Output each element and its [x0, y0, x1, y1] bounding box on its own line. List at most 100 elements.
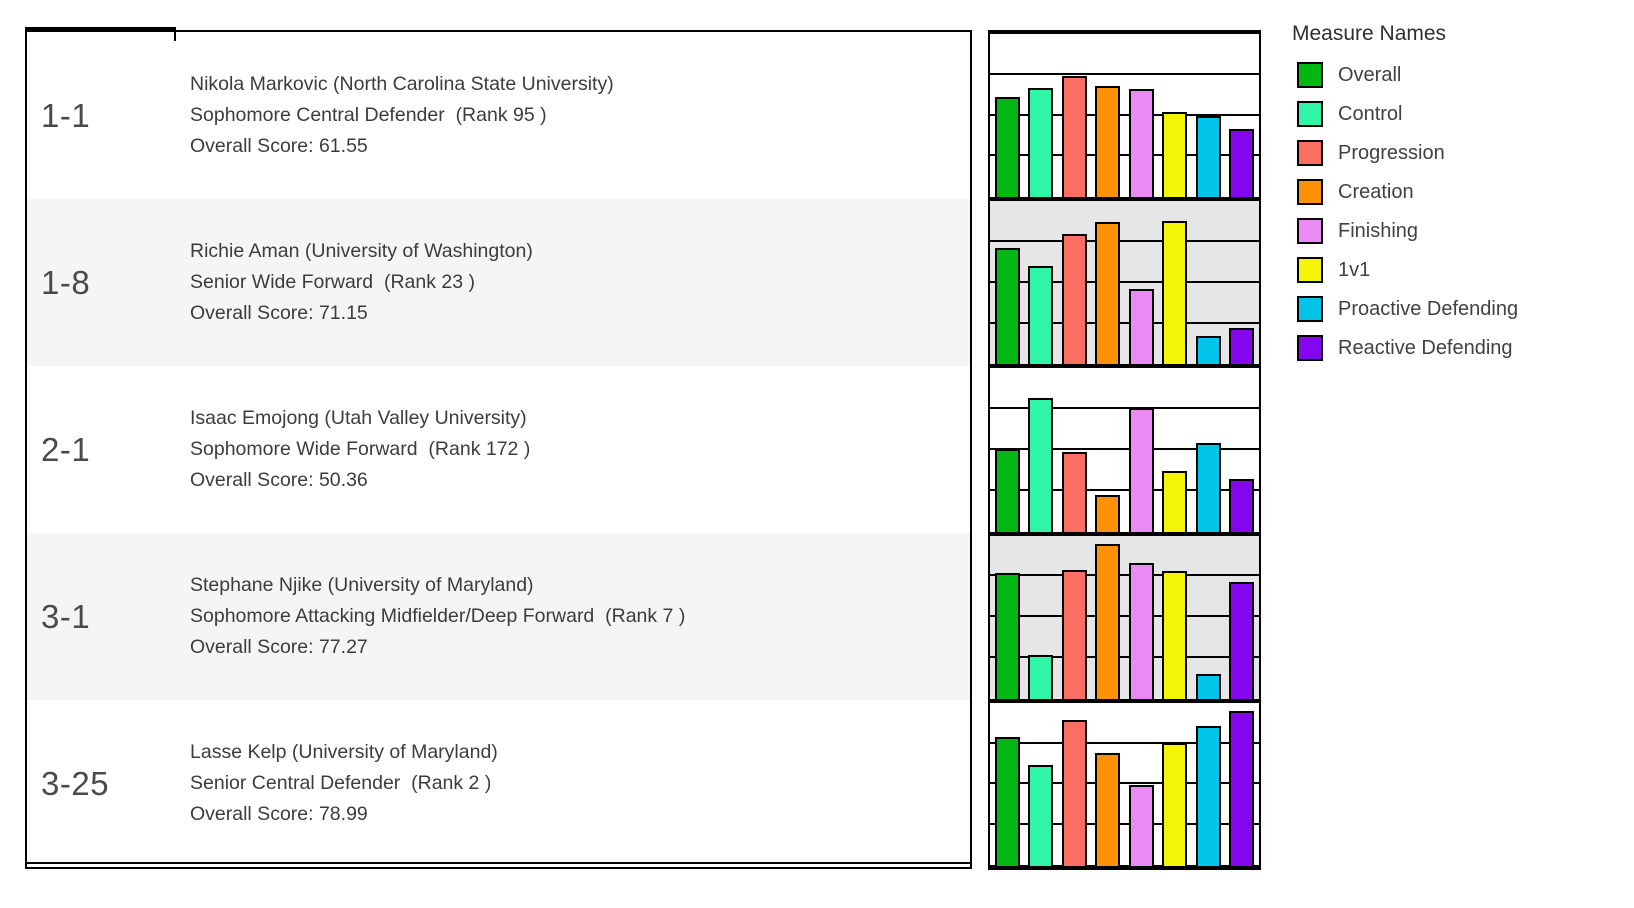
player-details: Isaac Emojong (Utah Valley University) S…: [190, 366, 970, 533]
bar-progression[interactable]: [1061, 719, 1087, 866]
bars-group: [990, 536, 1259, 699]
measure-names-legend: Measure Names Overall Control Progressio…: [1292, 22, 1518, 374]
player-name: Nikola Markovic (North Carolina State Un…: [190, 73, 614, 95]
bar-1v1[interactable]: [1162, 111, 1188, 198]
bar-control[interactable]: [1028, 87, 1054, 198]
bar-progression[interactable]: [1061, 75, 1087, 198]
player-overall-score: Overall Score: 61.55: [190, 135, 368, 157]
bar-finishing[interactable]: [1128, 408, 1154, 532]
legend-swatch: [1297, 257, 1323, 283]
measure-bar-charts: [988, 30, 1261, 870]
bar-control[interactable]: [1028, 764, 1054, 866]
legend-item[interactable]: 1v1: [1297, 257, 1518, 283]
legend-item[interactable]: Finishing: [1297, 218, 1518, 244]
gridline: [990, 574, 1259, 577]
player-position: Sophomore Wide Forward (Rank 172 ): [190, 438, 531, 460]
bars-group: [990, 201, 1259, 365]
bar-overall[interactable]: [995, 248, 1020, 365]
bar-reactive-defending[interactable]: [1228, 328, 1254, 365]
bar-finishing[interactable]: [1128, 785, 1154, 866]
player-row[interactable]: 1-8 Richie Aman (University of Washingto…: [27, 199, 970, 366]
bar-finishing[interactable]: [1128, 289, 1154, 365]
player-details: Nikola Markovic (North Carolina State Un…: [190, 32, 970, 199]
player-overall-score: Overall Score: 50.36: [190, 469, 368, 491]
player-position: Senior Wide Forward (Rank 23 ): [190, 271, 476, 293]
bar-control[interactable]: [1028, 265, 1054, 365]
legend-label: Finishing: [1338, 219, 1419, 242]
bar-finishing[interactable]: [1128, 562, 1154, 699]
player-rank-code: 3-25: [41, 764, 110, 802]
player-details: Richie Aman (University of Washington) S…: [190, 199, 970, 366]
gridline: [990, 72, 1259, 75]
player-details: Stephane Njike (University of Maryland) …: [190, 533, 970, 700]
gridline: [990, 655, 1259, 658]
bar-overall[interactable]: [995, 572, 1020, 699]
bars-group: [990, 368, 1259, 532]
player-row[interactable]: 2-1 Isaac Emojong (Utah Valley Universit…: [27, 366, 970, 533]
gridline: [990, 407, 1259, 410]
bar-progression[interactable]: [1061, 233, 1087, 365]
bar-creation[interactable]: [1095, 222, 1121, 365]
bar-control[interactable]: [1028, 397, 1054, 532]
legend-swatch: [1297, 179, 1323, 205]
legend-label: Proactive Defending: [1338, 297, 1519, 320]
bar-1v1[interactable]: [1162, 220, 1188, 365]
bar-proactive-defending[interactable]: [1195, 726, 1221, 866]
gridline: [990, 741, 1259, 744]
bar-reactive-defending[interactable]: [1228, 582, 1254, 699]
gridline: [990, 239, 1259, 242]
bar-progression[interactable]: [1061, 452, 1087, 532]
bar-overall[interactable]: [995, 96, 1020, 198]
bar-creation[interactable]: [1095, 86, 1121, 198]
player-position: Senior Central Defender (Rank 2 ): [190, 772, 492, 794]
legend-item[interactable]: Creation: [1297, 179, 1518, 205]
legend-item[interactable]: Control: [1297, 101, 1518, 127]
bar-progression[interactable]: [1061, 569, 1087, 699]
bar-reactive-defending[interactable]: [1228, 710, 1254, 866]
player-overall-score: Overall Score: 71.15: [190, 302, 368, 324]
bar-creation[interactable]: [1095, 543, 1121, 699]
player-name: Richie Aman (University of Washington): [190, 240, 533, 262]
legend-swatch: [1297, 296, 1323, 322]
bar-1v1[interactable]: [1162, 742, 1188, 866]
bar-1v1[interactable]: [1162, 471, 1188, 532]
bar-overall[interactable]: [995, 449, 1020, 532]
player-name: Isaac Emojong (Utah Valley University): [190, 407, 527, 429]
bar-control[interactable]: [1028, 654, 1054, 699]
player-rank-code: 2-1: [41, 430, 91, 468]
player-position: Sophomore Central Defender (Rank 95 ): [190, 104, 547, 126]
player-row[interactable]: 3-1 Stephane Njike (University of Maryla…: [27, 533, 970, 700]
player-name: Stephane Njike (University of Maryland): [190, 574, 534, 596]
player-position: Sophomore Attacking Midfielder/Deep Forw…: [190, 605, 686, 627]
legend-item[interactable]: Proactive Defending: [1297, 296, 1518, 322]
legend-title: Measure Names: [1292, 22, 1447, 45]
bar-proactive-defending[interactable]: [1195, 115, 1221, 198]
gridline: [990, 447, 1259, 450]
bar-1v1[interactable]: [1162, 570, 1188, 699]
bar-creation[interactable]: [1095, 753, 1121, 866]
bar-proactive-defending[interactable]: [1195, 443, 1221, 532]
legend-swatch: [1297, 140, 1323, 166]
chart-panel: [990, 199, 1259, 367]
bar-creation[interactable]: [1095, 494, 1121, 532]
gridline: [990, 488, 1259, 491]
player-row[interactable]: 3-25 Lasse Kelp (University of Maryland)…: [27, 700, 970, 867]
legend-item[interactable]: Reactive Defending: [1297, 335, 1518, 361]
legend-label: Progression: [1338, 141, 1445, 164]
legend-label: Overall: [1338, 63, 1402, 86]
player-row[interactable]: 1-1 Nikola Markovic (North Carolina Stat…: [27, 32, 970, 199]
bar-finishing[interactable]: [1128, 88, 1154, 198]
player-table: 1-1 Nikola Markovic (North Carolina Stat…: [25, 27, 972, 869]
bar-overall[interactable]: [995, 737, 1020, 866]
bars-group: [990, 34, 1259, 198]
gridline: [990, 113, 1259, 116]
legend-item[interactable]: Progression: [1297, 140, 1518, 166]
gridline: [990, 321, 1259, 324]
legend-label: Control: [1338, 102, 1403, 125]
bar-proactive-defending[interactable]: [1195, 335, 1221, 365]
bar-reactive-defending[interactable]: [1228, 129, 1254, 198]
bar-reactive-defending[interactable]: [1228, 479, 1254, 532]
bar-proactive-defending[interactable]: [1195, 674, 1221, 699]
player-name: Lasse Kelp (University of Maryland): [190, 741, 498, 763]
legend-item[interactable]: Overall: [1297, 62, 1518, 88]
